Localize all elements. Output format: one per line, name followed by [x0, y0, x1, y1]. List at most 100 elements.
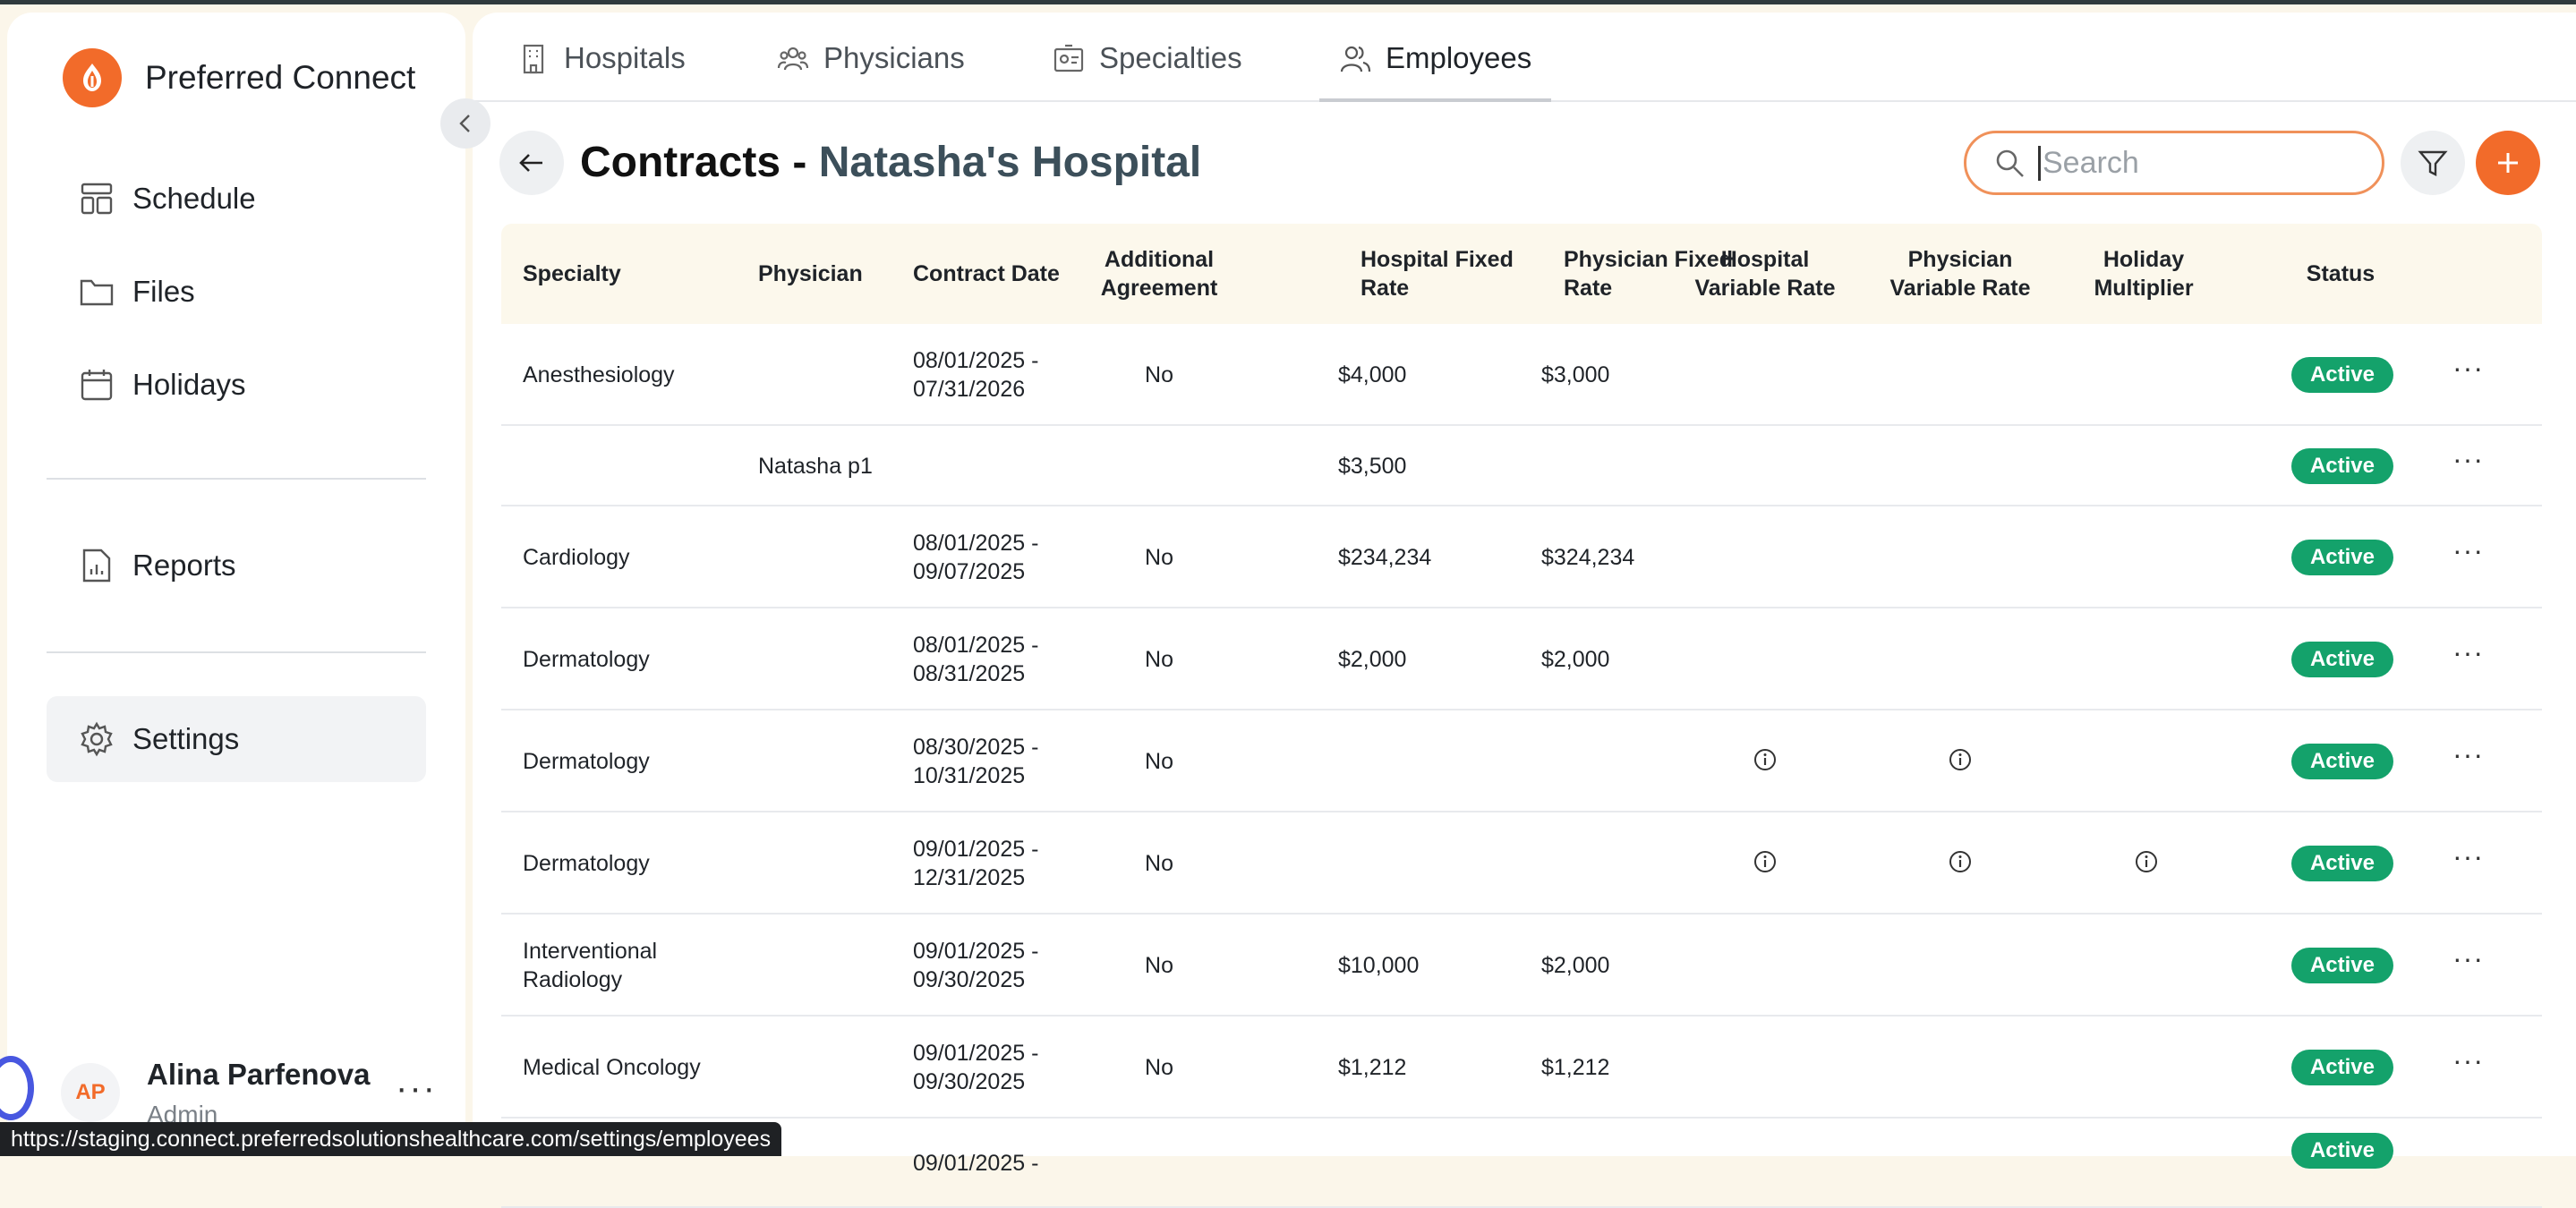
cell-hospital-fixed-rate: $1,212	[1338, 1055, 1407, 1080]
status-badge: Active	[2291, 1050, 2393, 1085]
physician-variable-rate-info-icon[interactable]	[1948, 747, 1973, 772]
row-actions-more-icon[interactable]: ···	[2452, 738, 2484, 770]
row-actions-more-icon[interactable]: ···	[2452, 636, 2484, 668]
tab-physicians[interactable]: Physicians	[777, 41, 965, 102]
back-button[interactable]	[499, 131, 564, 195]
avatar: AP	[61, 1063, 120, 1122]
status-badge: Active	[2291, 948, 2393, 983]
tab-employees[interactable]: Employees	[1319, 41, 1552, 102]
sidebar-item-label: Schedule	[132, 182, 256, 215]
cell-hospital-fixed-rate: $4,000	[1338, 362, 1407, 387]
cell-specialty: Anesthesiology	[523, 362, 675, 387]
search-icon	[1996, 149, 2024, 177]
tab-label: Physicians	[823, 41, 965, 74]
cell-additional-agreement: No	[1145, 545, 1173, 570]
sidebar-item-files[interactable]: Files	[47, 249, 426, 335]
cell-physician-fixed-rate: $324,234	[1541, 545, 1635, 570]
row-actions-more-icon[interactable]: ···	[2452, 942, 2484, 974]
column-header: Status	[2306, 261, 2376, 286]
tab-specialties[interactable]: Specialties	[1053, 41, 1242, 102]
cell-contract-date-end: 12/31/2025	[913, 865, 1026, 890]
row-actions-more-icon[interactable]: ···	[2452, 1044, 2484, 1076]
sidebar-item-settings[interactable]: Settings	[47, 696, 426, 782]
row-actions-more-icon[interactable]: ···	[2452, 534, 2484, 566]
holiday-multiplier-info-icon[interactable]	[2134, 849, 2159, 874]
tab-hospitals[interactable]: Hospitals	[517, 41, 686, 102]
user-more-icon[interactable]: ···	[396, 1068, 437, 1108]
row-actions-more-icon[interactable]: ···	[2452, 352, 2484, 384]
cell-hospital-fixed-rate: $234,234	[1338, 545, 1432, 570]
table-row[interactable]: Interventional Radiology 09/01/2025 - 09/3…	[501, 915, 2542, 1017]
table-row[interactable]: Anesthesiology 08/01/2025 - 07/31/2026 No $4…	[501, 324, 2542, 426]
cell-specialty: Interventional Radiology	[523, 939, 658, 992]
status-badge: Active	[2291, 744, 2393, 779]
cell-contract-date-start: 08/01/2025 -	[913, 633, 1039, 658]
cell-contract-date-start: 08/01/2025 -	[913, 348, 1039, 373]
status-bar-url: https://staging.connect.preferredsolutio…	[0, 1122, 782, 1156]
table-row[interactable]: Dermatology 08/01/2025 - 08/31/2025 No $2,00…	[501, 608, 2542, 710]
sidebar-item-holidays[interactable]: Holidays	[47, 342, 426, 428]
tab-label: Specialties	[1099, 41, 1242, 74]
cell-physician-fixed-rate: $2,000	[1541, 953, 1610, 978]
column-header: Physician Variable Rate	[1889, 247, 2031, 301]
table-row[interactable]: 09/01/2025 - Active	[501, 1119, 2542, 1208]
status-badge: Active	[2291, 642, 2393, 677]
filter-button[interactable]	[2401, 131, 2465, 195]
page-title: Contracts - Natasha's Hospital	[580, 138, 1201, 187]
sidebar-item-reports[interactable]: Reports	[47, 523, 426, 608]
folder-icon	[77, 272, 116, 311]
table-header: Specialty Physician Contract Date Additiona…	[501, 224, 2542, 324]
sidebar-item-label: Files	[132, 275, 195, 308]
cell-additional-agreement: No	[1145, 647, 1173, 672]
brand[interactable]: Preferred Connect	[63, 48, 415, 107]
hospital-variable-rate-info-icon[interactable]	[1753, 849, 1778, 874]
user-profile[interactable]: AP Alina Parfenova Admin ···	[0, 1042, 465, 1131]
cell-additional-agreement: No	[1145, 362, 1173, 387]
search-input[interactable]	[2038, 145, 2360, 181]
cell-hospital-fixed-rate: $2,000	[1338, 647, 1407, 672]
table-row[interactable]: Natasha p1 $3,500 Active ···	[501, 426, 2542, 506]
hospital-variable-rate-info-icon[interactable]	[1753, 747, 1778, 772]
add-contract-button[interactable]	[2476, 131, 2540, 195]
status-badge: Active	[2291, 540, 2393, 575]
cell-specialty: Dermatology	[523, 749, 650, 774]
cell-contract-date-end: 07/31/2026	[913, 377, 1026, 402]
filter-icon	[2418, 150, 2448, 176]
cell-specialty: Medical Oncology	[523, 1055, 701, 1080]
column-header: Specialty	[523, 261, 621, 286]
cell-contract-date-start: 09/01/2025 -	[913, 1041, 1039, 1066]
chevron-left-icon	[459, 115, 470, 132]
cell-contract-date-start: 08/01/2025 -	[913, 531, 1039, 556]
building-icon	[523, 44, 544, 74]
cell-contract-date-start: 08/30/2025 -	[913, 735, 1039, 760]
cell-physician-fixed-rate: $2,000	[1541, 647, 1610, 672]
cell-contract-date-end: 09/30/2025	[913, 1069, 1026, 1094]
table-row[interactable]: Medical Oncology 09/01/2025 - 09/30/2025 No…	[501, 1017, 2542, 1119]
sidebar: Preferred Connect Schedule Files Holiday…	[0, 13, 465, 1156]
row-actions-more-icon[interactable]: ···	[2452, 840, 2484, 872]
schedule-icon	[77, 179, 116, 218]
physician-variable-rate-info-icon[interactable]	[1948, 849, 1973, 874]
sidebar-item-schedule[interactable]: Schedule	[47, 156, 426, 242]
status-badge: Active	[2291, 357, 2393, 393]
tab-label: Hospitals	[564, 41, 686, 74]
search-box[interactable]	[1964, 131, 2384, 195]
table-row[interactable]: Dermatology 08/30/2025 - 10/31/2025 No Activ…	[501, 710, 2542, 812]
cell-additional-agreement: No	[1145, 749, 1173, 774]
contracts-table: Specialty Physician Contract Date Additiona…	[501, 224, 2542, 1208]
cell-hospital-fixed-rate: $10,000	[1338, 953, 1420, 978]
collapse-sidebar-button[interactable]	[440, 98, 490, 149]
plus-icon	[2498, 153, 2518, 173]
cell-additional-agreement: No	[1145, 1055, 1173, 1080]
column-header: Physician Fixed Rate	[1564, 247, 1733, 301]
cell-contract-date-start: 09/01/2025 -	[913, 837, 1039, 862]
user-group-icon	[1340, 46, 1371, 72]
sidebar-item-label: Reports	[132, 549, 236, 582]
tab-label: Employees	[1386, 41, 1532, 74]
table-row[interactable]: Cardiology 08/01/2025 - 09/07/2025 No $234,2…	[501, 506, 2542, 608]
cell-physician-fixed-rate: $3,000	[1541, 362, 1610, 387]
table-row[interactable]: Dermatology 09/01/2025 - 12/31/2025 No Activ…	[501, 812, 2542, 915]
cell-additional-agreement: No	[1145, 851, 1173, 876]
row-actions-more-icon[interactable]: ···	[2452, 443, 2484, 475]
cell-specialty: Dermatology	[523, 851, 650, 876]
